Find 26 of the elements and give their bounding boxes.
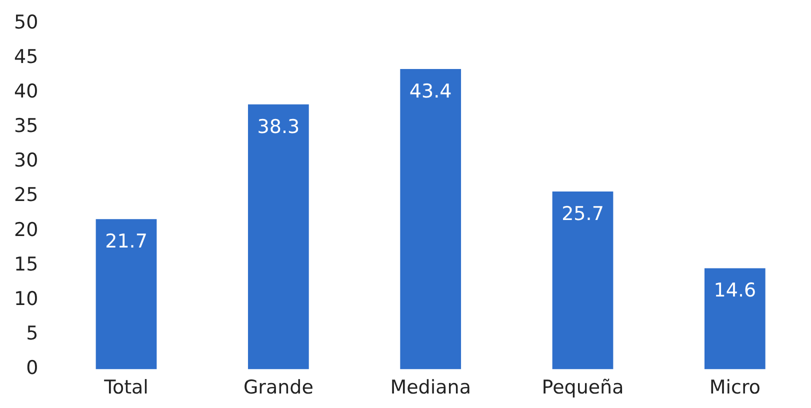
data-label: 14.6 xyxy=(714,280,756,302)
x-tick-label: Micro xyxy=(709,376,760,399)
y-tick-label: 50 xyxy=(14,11,38,34)
y-tick-label: 45 xyxy=(14,46,38,68)
bar xyxy=(704,268,766,370)
y-tick-label: 30 xyxy=(14,150,38,172)
data-label: 21.7 xyxy=(105,230,148,253)
y-tick-label: 25 xyxy=(14,184,38,206)
bar xyxy=(552,191,614,370)
bar xyxy=(96,219,157,370)
data-label: 38.3 xyxy=(257,116,300,138)
x-tick-label: Pequeña xyxy=(542,376,624,399)
y-tick-label: 40 xyxy=(14,80,38,102)
y-tick-label: 10 xyxy=(14,288,38,310)
data-label: 25.7 xyxy=(562,202,604,225)
bar xyxy=(248,104,309,370)
data-label: 43.4 xyxy=(409,80,452,102)
y-tick-label: 15 xyxy=(14,253,38,276)
x-tick-label: Mediana xyxy=(390,376,471,399)
x-tick-label: Total xyxy=(103,376,148,399)
x-tick-label: Grande xyxy=(243,376,314,399)
y-tick-label: 35 xyxy=(14,115,38,138)
bar xyxy=(400,69,462,370)
y-tick-label: 5 xyxy=(26,322,38,345)
y-tick-label: 20 xyxy=(14,218,38,241)
y-tick-label: 0 xyxy=(26,357,38,380)
